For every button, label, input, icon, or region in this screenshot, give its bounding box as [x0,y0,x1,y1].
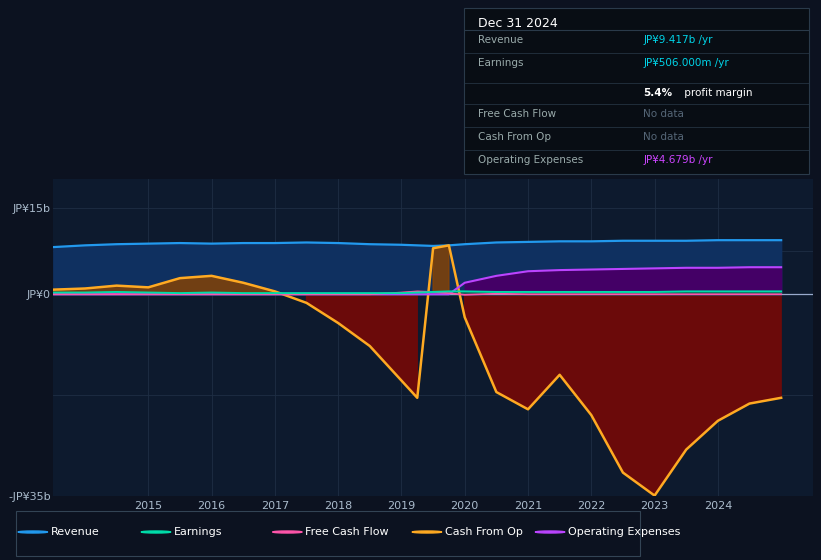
Text: profit margin: profit margin [681,88,753,97]
Text: Revenue: Revenue [51,527,99,537]
Text: Earnings: Earnings [174,527,222,537]
Text: Free Cash Flow: Free Cash Flow [478,109,556,119]
Text: Cash From Op: Cash From Op [478,132,551,142]
FancyBboxPatch shape [16,511,640,556]
Text: No data: No data [643,132,684,142]
Text: Operating Expenses: Operating Expenses [568,527,681,537]
Text: Revenue: Revenue [478,35,523,45]
Circle shape [412,531,442,533]
Circle shape [18,531,48,533]
Text: JP¥506.000m /yr: JP¥506.000m /yr [643,58,729,68]
Text: JP¥9.417b /yr: JP¥9.417b /yr [643,35,713,45]
Text: Cash From Op: Cash From Op [445,527,523,537]
Text: 5.4%: 5.4% [643,88,672,97]
Text: Dec 31 2024: Dec 31 2024 [478,17,557,30]
Text: No data: No data [643,109,684,119]
Text: Operating Expenses: Operating Expenses [478,156,583,165]
Text: Earnings: Earnings [478,58,523,68]
Circle shape [535,531,565,533]
Text: JP¥4.679b /yr: JP¥4.679b /yr [643,156,713,165]
Text: Free Cash Flow: Free Cash Flow [305,527,389,537]
Circle shape [273,531,302,533]
Circle shape [141,531,171,533]
FancyBboxPatch shape [464,8,809,174]
